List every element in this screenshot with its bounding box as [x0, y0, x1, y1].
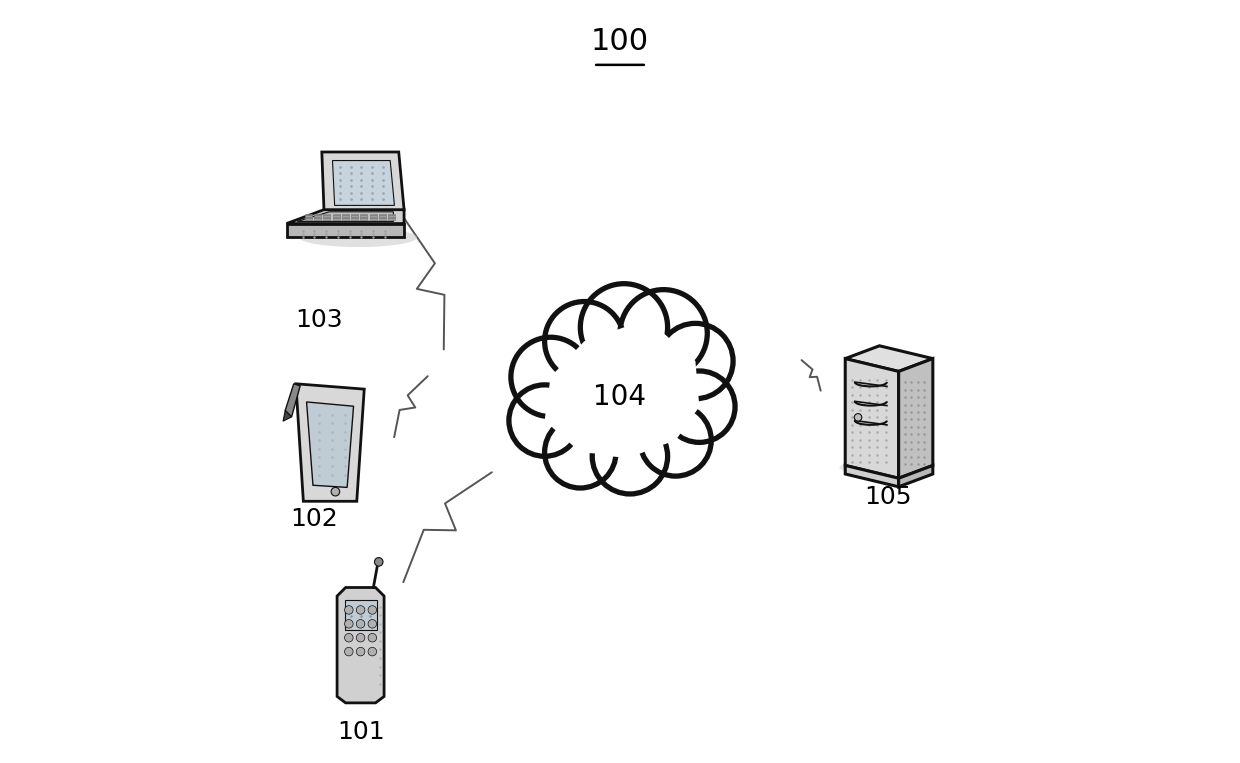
Circle shape [368, 647, 377, 656]
Text: 104: 104 [594, 383, 646, 410]
Polygon shape [544, 327, 699, 456]
Circle shape [508, 385, 580, 456]
Circle shape [368, 633, 377, 642]
Circle shape [640, 404, 712, 476]
Polygon shape [285, 384, 300, 417]
Bar [332, 218, 340, 220]
Bar [361, 217, 367, 218]
Bar [370, 218, 377, 220]
Ellipse shape [299, 228, 417, 247]
Bar [351, 215, 358, 217]
Polygon shape [332, 160, 394, 205]
Bar [324, 217, 330, 218]
Bar [324, 218, 330, 220]
Polygon shape [899, 359, 932, 478]
Polygon shape [846, 346, 932, 372]
Polygon shape [306, 402, 353, 488]
Bar [351, 217, 358, 218]
Bar [361, 218, 367, 220]
Text: 101: 101 [337, 720, 384, 744]
Ellipse shape [839, 460, 930, 475]
Polygon shape [296, 384, 365, 501]
Text: 102: 102 [290, 507, 339, 532]
Bar [314, 214, 321, 215]
Bar [305, 218, 311, 220]
Circle shape [580, 284, 667, 371]
Polygon shape [846, 359, 899, 478]
Bar [388, 214, 396, 215]
Circle shape [511, 337, 590, 417]
Bar [314, 215, 321, 217]
Text: 100: 100 [591, 27, 649, 56]
Circle shape [368, 620, 377, 628]
Bar [332, 217, 340, 218]
Bar [361, 214, 367, 215]
Bar [332, 214, 340, 215]
Circle shape [356, 647, 365, 656]
Polygon shape [286, 210, 404, 224]
Circle shape [663, 371, 735, 443]
Bar [379, 215, 386, 217]
Bar [388, 218, 396, 220]
Text: 105: 105 [864, 485, 911, 510]
Bar [370, 214, 377, 215]
Bar [324, 215, 330, 217]
Bar [351, 218, 358, 220]
Bar [332, 215, 340, 217]
Circle shape [854, 414, 862, 421]
Circle shape [560, 337, 680, 456]
Circle shape [544, 417, 616, 488]
Bar [379, 217, 386, 218]
Polygon shape [337, 588, 384, 703]
Polygon shape [286, 224, 404, 237]
Polygon shape [298, 212, 393, 221]
Bar [314, 217, 321, 218]
Circle shape [331, 488, 340, 496]
Circle shape [620, 290, 707, 377]
Bar [370, 217, 377, 218]
Circle shape [593, 419, 667, 494]
Circle shape [356, 633, 365, 642]
Bar [314, 218, 321, 220]
Bar [324, 214, 330, 215]
Bar [361, 215, 367, 217]
Bar [388, 217, 396, 218]
Bar [305, 214, 311, 215]
Circle shape [368, 606, 377, 614]
Circle shape [345, 633, 353, 642]
Circle shape [356, 606, 365, 614]
Bar [379, 218, 386, 220]
Bar [342, 218, 348, 220]
Bar [351, 214, 358, 215]
Circle shape [657, 324, 733, 399]
Polygon shape [544, 327, 699, 456]
Circle shape [345, 606, 353, 614]
Circle shape [345, 647, 353, 656]
Text: 103: 103 [295, 307, 342, 332]
Polygon shape [345, 600, 377, 630]
Polygon shape [283, 410, 291, 421]
Bar [305, 217, 311, 218]
Circle shape [345, 620, 353, 628]
Bar [342, 215, 348, 217]
Polygon shape [322, 152, 404, 210]
Bar [342, 217, 348, 218]
Circle shape [356, 620, 365, 628]
Polygon shape [899, 465, 932, 487]
Bar [379, 214, 386, 215]
Polygon shape [846, 465, 899, 487]
Circle shape [374, 558, 383, 566]
Bar [342, 214, 348, 215]
Bar [388, 215, 396, 217]
Bar [305, 215, 311, 217]
Bar [370, 215, 377, 217]
Circle shape [544, 301, 624, 381]
